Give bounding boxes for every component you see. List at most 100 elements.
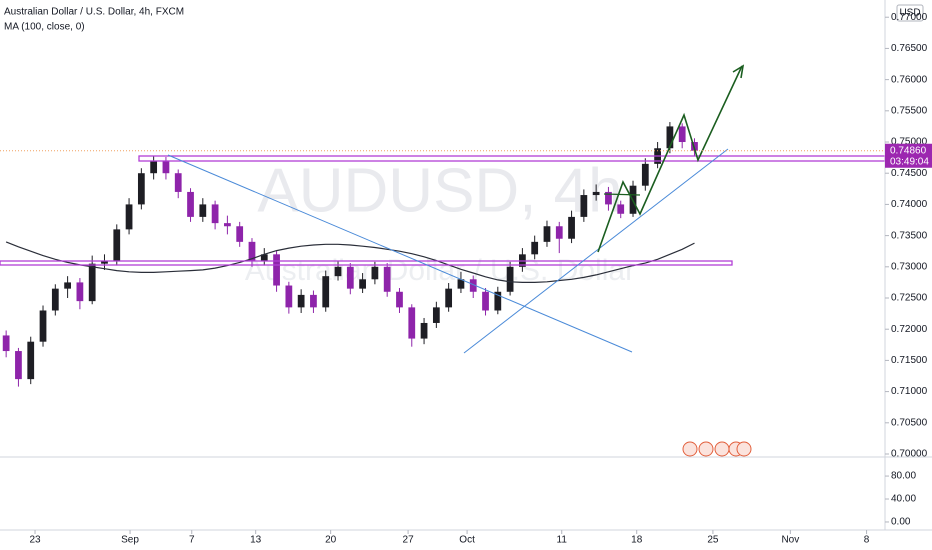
candle-body: [605, 191, 612, 205]
event-icon: [736, 441, 752, 457]
moving-average: [5, 241, 695, 283]
x-tick-label: 13: [250, 535, 262, 546]
event-icon: [698, 441, 714, 457]
support-zone: [0, 260, 733, 266]
y-tick-label: 0.74500: [891, 168, 928, 179]
y-tick-label: 0.71000: [891, 386, 928, 397]
candle-body: [211, 204, 219, 224]
event-icon: [714, 441, 730, 457]
projection-arrow: [597, 65, 743, 253]
candle-body: [457, 279, 465, 289]
y-tick-label: 0.72000: [891, 324, 928, 335]
candle-body: [555, 226, 563, 239]
candle-body: [15, 351, 22, 380]
candle-body: [445, 288, 453, 308]
projection-arrow: [603, 193, 641, 196]
candle-body: [199, 204, 207, 217]
x-tick-label: 7: [189, 535, 195, 546]
countdown-label: 03:49:04: [890, 156, 929, 167]
y-tick-label: 0.75000: [891, 137, 928, 148]
candle-body: [482, 291, 489, 311]
candle-body: [383, 266, 391, 292]
candle-body: [580, 195, 588, 217]
x-tick-label: 23: [29, 535, 41, 546]
x-tick-label: 20: [325, 535, 337, 546]
trend-line: [167, 154, 633, 353]
candle-body: [678, 126, 686, 143]
candle-body: [187, 191, 194, 217]
candle-body: [174, 173, 182, 192]
candle-body: [2, 335, 10, 352]
candle-body: [432, 307, 440, 323]
candle-body: [494, 291, 502, 311]
x-tick-label: 11: [557, 535, 568, 546]
candle-body: [273, 254, 280, 286]
candle-body: [592, 191, 600, 196]
x-tick-label: Oct: [459, 535, 475, 546]
last-price-label: 0.74860: [890, 145, 927, 156]
candle-body: [260, 254, 268, 261]
candle-body: [125, 204, 133, 230]
y-tick-label: 0.76500: [891, 43, 928, 54]
x-tick-label: 18: [631, 535, 643, 546]
y-tick-label: 0.73500: [891, 230, 928, 241]
x-tick-label: Sep: [121, 535, 139, 546]
plot-area: [2, 122, 698, 387]
candle-body: [506, 266, 514, 292]
candle-body: [236, 226, 244, 242]
candle-body: [88, 263, 96, 302]
candle-body: [297, 294, 305, 308]
candle-body: [248, 241, 256, 261]
y-tick-label: 0.70500: [891, 417, 928, 428]
candle-body: [39, 310, 47, 342]
candle-body: [224, 223, 231, 227]
x-tick-label: 8: [864, 535, 870, 546]
candle-body: [469, 279, 477, 292]
candle-body: [420, 322, 428, 339]
x-tick-label: Nov: [781, 535, 799, 546]
y-tick-label: 0.70000: [891, 449, 928, 460]
candle-body: [396, 291, 403, 308]
y-tick-label: 0.74000: [891, 199, 928, 210]
candle-body: [150, 160, 158, 174]
candle-body: [568, 216, 575, 239]
event-icons: [682, 441, 752, 457]
candle-body: [334, 266, 342, 277]
event-icon: [682, 441, 698, 457]
candle-body: [322, 276, 330, 308]
y-tick-label: 0.76000: [891, 74, 928, 85]
x-tick-label: 25: [707, 535, 719, 546]
trend-line: [463, 148, 729, 354]
candle-body: [101, 260, 108, 264]
y-tick-label: 80.00: [891, 471, 916, 482]
candle-body: [408, 307, 416, 339]
candle-body: [310, 294, 317, 308]
candle-body: [666, 126, 674, 149]
y-tick-label: 0.71500: [891, 355, 928, 366]
candle-body: [51, 288, 59, 311]
candle-body: [543, 226, 551, 242]
candle-body: [359, 279, 366, 289]
candle-body: [617, 204, 625, 214]
last-price-box: [885, 143, 932, 168]
y-tick-label: 0.00: [891, 517, 911, 528]
arrow-head: [732, 64, 745, 79]
indicator-legend: MA (100, close, 0): [4, 22, 85, 33]
candle-body: [137, 173, 145, 205]
y-tick-label: 0.73000: [891, 261, 928, 272]
chart-title: Australian Dollar / U.S. Dollar, 4h, FXC…: [4, 7, 184, 18]
x-tick-label: 27: [403, 535, 415, 546]
candle-body: [27, 341, 35, 380]
candle-body: [641, 163, 649, 186]
candle-body: [162, 160, 170, 174]
currency-button[interactable]: [896, 4, 924, 22]
watermark: AUDUSD, 4h: [257, 156, 622, 225]
candle-body: [64, 282, 71, 289]
y-tick-label: 0.72500: [891, 293, 928, 304]
candle-body: [371, 266, 379, 280]
candle-body: [285, 285, 293, 308]
candle-body: [346, 266, 354, 289]
candle-body: [113, 229, 121, 261]
y-tick-label: 0.77000: [891, 12, 928, 23]
